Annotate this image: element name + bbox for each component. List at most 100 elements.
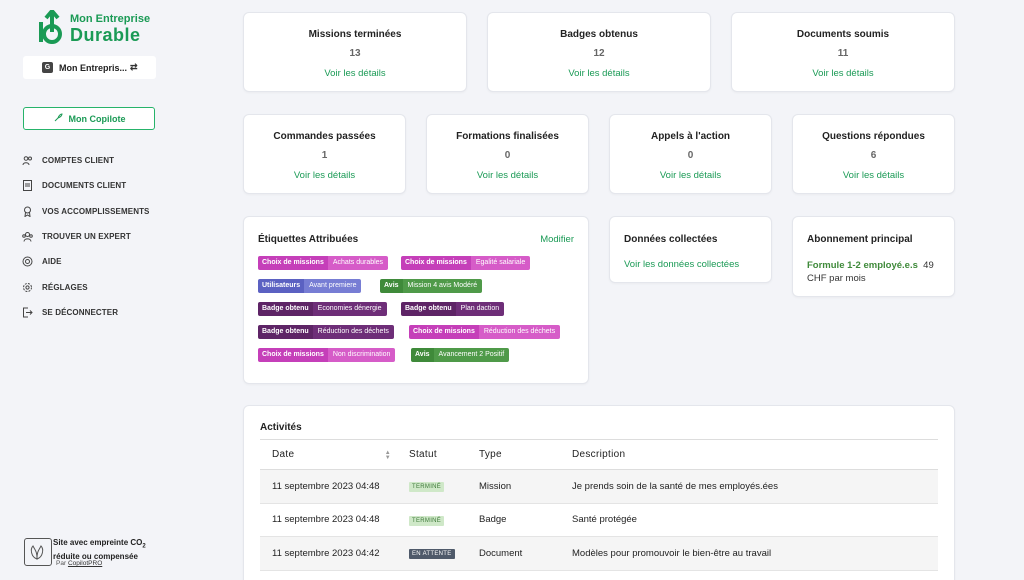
plan-name[interactable]: Formule 1-2 employé.e.s <box>807 260 918 271</box>
stat-card-appels: Appels à l'action 0 Voir les détails <box>609 114 772 194</box>
tag[interactable]: Badge obtenu Economies dénergie <box>258 302 387 316</box>
nav-label: SE DÉCONNECTER <box>42 307 119 317</box>
award-icon <box>21 205 34 218</box>
tags-title: Étiquettes Attribuées <box>258 234 359 245</box>
stat-card-missions: Missions terminées 13 Voir les détails <box>243 12 467 92</box>
nav-item-reglages[interactable]: RÉGLAGES <box>21 274 150 299</box>
cell-description: Santé protégée <box>560 503 938 538</box>
brand-line1: Mon Entreprise <box>70 13 151 25</box>
tag[interactable]: Avis Mission 4 avis Modéré <box>380 279 483 293</box>
activities-title: Activités <box>260 422 302 433</box>
nav-label: COMPTES CLIENT <box>42 156 115 166</box>
co2-badge[interactable]: Site avec empreinte CO2 réduite ou compe… <box>24 536 164 576</box>
stat-details-link[interactable]: Voir les détails <box>659 170 722 181</box>
stat-title: Formations finalisées <box>456 131 559 142</box>
stat-value: 1 <box>321 150 328 161</box>
stat-value: 0 <box>687 150 694 161</box>
cell-type: Document <box>467 536 560 571</box>
stat-value: 6 <box>870 150 877 161</box>
column-header-date[interactable]: Date ▲ ▼ <box>260 439 397 470</box>
stat-details-link[interactable]: Voir les détails <box>812 68 874 79</box>
column-header-description[interactable]: Description <box>560 439 938 470</box>
stat-title: Badges obtenus <box>560 29 638 40</box>
plan-price: 49 <box>923 260 934 271</box>
co2-credit: Par CopilotPRO <box>56 560 103 567</box>
stat-card-documents: Documents soumis 11 Voir les détails <box>731 12 955 92</box>
tag[interactable]: Choix de missions Non discrimination <box>258 348 396 362</box>
nav-item-deconnecter[interactable]: SE DÉCONNECTER <box>21 300 150 325</box>
cell-description: Je prends soin de la santé de mes employ… <box>560 469 938 504</box>
stat-details-link[interactable]: Voir les détails <box>324 68 386 79</box>
status-badge: TERMINÉ <box>409 482 445 493</box>
nav-label: DOCUMENTS CLIENT <box>42 181 127 191</box>
tag[interactable]: Choix de missions Egalité salariale <box>401 256 531 270</box>
cell-type: Badge <box>467 503 560 538</box>
table-row[interactable]: 11 septembre 2023 04:48 TERMINÉ Mission … <box>260 469 938 504</box>
column-header-statut[interactable]: Statut <box>397 439 467 470</box>
stat-title: Appels à l'action <box>650 131 731 142</box>
cell-description: Modèles pour promouvoir le bien-être au … <box>560 536 938 571</box>
leaf-cursor-icon <box>24 538 52 566</box>
status-badge: EN ATTENTE <box>409 549 455 560</box>
company-selector[interactable]: G Mon Entrepris... ⇄ <box>23 56 156 79</box>
sidebar-nav: COMPTES CLIENT DOCUMENTS CLIENT VOS ACCO… <box>21 148 150 325</box>
copilot-label: Mon Copilote <box>68 113 126 124</box>
tag[interactable]: Avis Avancement 2 Positif <box>411 348 510 362</box>
cell-date: 11 septembre 2023 04:48 <box>260 503 397 538</box>
nav-label: TROUVER UN EXPERT <box>42 232 131 242</box>
company-initial: G <box>42 62 53 73</box>
tag[interactable]: Choix de missions Achats durables <box>258 256 389 270</box>
cell-type: Mission <box>467 469 560 504</box>
document-icon <box>21 179 34 192</box>
activities-table: Date ▲ ▼ Statut Type Description 11 septem… <box>260 439 938 571</box>
column-header-type[interactable]: Type <box>467 439 560 470</box>
tag[interactable]: Utilisateurs Avant premiere <box>258 279 362 293</box>
gear-icon <box>21 281 34 294</box>
stat-details-link[interactable]: Voir les détails <box>476 170 539 181</box>
brand-logo[interactable]: Mon Entreprise Durable <box>38 10 151 46</box>
nav-label: AIDE <box>42 257 62 267</box>
stat-details-link[interactable]: Voir les détails <box>293 170 356 181</box>
stat-details-link[interactable]: Voir les détails <box>842 170 905 181</box>
edit-tags-link[interactable]: Modifier <box>540 234 574 245</box>
copilotpro-link[interactable]: CopilotPRO <box>67 560 103 567</box>
copilot-button[interactable]: Mon Copilote <box>23 107 155 130</box>
data-collected-title: Données collectées <box>624 234 718 245</box>
table-row[interactable]: 11 septembre 2023 04:42 EN ATTENTE Docum… <box>260 536 938 571</box>
sort-icon[interactable]: ▲ ▼ <box>384 449 391 461</box>
users-icon <box>21 154 34 167</box>
tag[interactable]: Badge obtenu Plan daction <box>401 302 505 316</box>
subscription-plan: Formule 1-2 employé.e.s 49 CHF par mois <box>807 259 947 285</box>
leaf-logo-icon <box>39 10 62 44</box>
table-row[interactable]: 11 septembre 2023 04:48 TERMINÉ Badge Sa… <box>260 503 938 538</box>
stat-title: Missions terminées <box>308 29 402 40</box>
data-collected-link[interactable]: Voir les données collectées <box>624 259 740 270</box>
data-collected-card: Données collectées Voir les données coll… <box>609 216 772 283</box>
sidebar: Mon Entreprise Durable G Mon Entrepris..… <box>0 0 178 580</box>
rocket-icon <box>53 112 63 125</box>
stat-card-badges: Badges obtenus 12 Voir les détails <box>487 12 711 92</box>
nav-item-aide[interactable]: AIDE <box>21 249 150 274</box>
subscription-title: Abonnement principal <box>807 234 913 245</box>
nav-item-documents-client[interactable]: DOCUMENTS CLIENT <box>21 173 150 198</box>
tag[interactable]: Badge obtenu Réduction des déchets <box>258 325 394 339</box>
nav-item-accomplissements[interactable]: VOS ACCOMPLISSEMENTS <box>21 199 150 224</box>
activities-card: Activités Date ▲ ▼ Statut Type Description… <box>243 405 955 580</box>
cell-status: TERMINÉ <box>397 503 467 538</box>
brand-line2: Durable <box>70 25 141 45</box>
expert-icon <box>21 230 34 243</box>
stat-card-commandes: Commandes passées 1 Voir les détails <box>243 114 406 194</box>
stat-value: 13 <box>349 48 361 59</box>
stat-title: Commandes passées <box>273 131 376 142</box>
co2-text: Site avec empreinte CO2 réduite ou compe… <box>53 538 146 561</box>
tags-card: Étiquettes Attribuées Modifier Choix de … <box>243 216 589 384</box>
cell-date: 11 septembre 2023 04:48 <box>260 469 397 504</box>
status-badge: TERMINÉ <box>409 515 445 526</box>
tag[interactable]: Choix de missions Réduction des déchets <box>409 325 561 339</box>
nav-label: RÉGLAGES <box>42 282 88 292</box>
stat-details-link[interactable]: Voir les détails <box>568 68 630 79</box>
nav-item-comptes-client[interactable]: COMPTES CLIENT <box>21 148 150 173</box>
nav-label: VOS ACCOMPLISSEMENTS <box>42 206 150 216</box>
nav-item-trouver-expert[interactable]: TROUVER UN EXPERT <box>21 224 150 249</box>
stat-value: 0 <box>504 150 511 161</box>
